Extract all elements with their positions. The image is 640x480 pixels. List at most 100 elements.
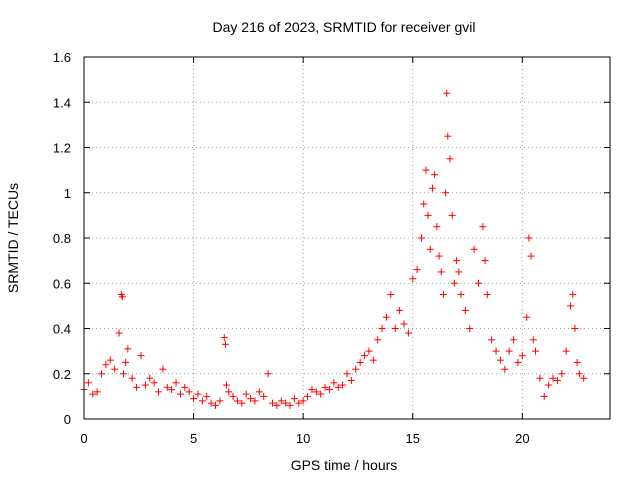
data-point bbox=[466, 325, 474, 332]
data-point bbox=[422, 166, 430, 174]
data-point bbox=[558, 370, 566, 378]
data-point bbox=[514, 358, 522, 366]
y-tick-label: 1 bbox=[64, 186, 71, 201]
y-axis-title: SRMTID / TECUs bbox=[5, 183, 21, 293]
data-point bbox=[573, 358, 581, 366]
data-point bbox=[420, 200, 428, 208]
data-point bbox=[207, 399, 215, 407]
data-point bbox=[212, 401, 219, 409]
data-point bbox=[409, 275, 417, 283]
data-point bbox=[404, 329, 412, 337]
data-point bbox=[176, 390, 184, 398]
data-point bbox=[185, 388, 193, 396]
data-point bbox=[529, 336, 537, 344]
data-point bbox=[141, 381, 149, 389]
data-point bbox=[448, 211, 456, 219]
data-point bbox=[446, 155, 454, 163]
data-point bbox=[155, 388, 163, 396]
data-point bbox=[457, 291, 465, 299]
x-tick-label: 5 bbox=[190, 431, 197, 446]
y-tick-label: 1.6 bbox=[53, 50, 71, 65]
data-point bbox=[233, 397, 241, 405]
data-point bbox=[391, 325, 399, 332]
data-point bbox=[93, 388, 101, 396]
y-tick-label: 1.4 bbox=[53, 95, 71, 110]
y-tick-label: 0.8 bbox=[53, 231, 71, 246]
data-point bbox=[562, 347, 570, 355]
data-point bbox=[251, 397, 259, 405]
data-point bbox=[260, 392, 268, 400]
data-point bbox=[428, 184, 436, 192]
data-point bbox=[268, 399, 276, 407]
data-point bbox=[575, 370, 583, 378]
data-point bbox=[475, 279, 482, 287]
data-point bbox=[273, 401, 281, 409]
data-point bbox=[431, 171, 439, 179]
data-point bbox=[571, 325, 579, 332]
data-point bbox=[433, 223, 441, 231]
data-point bbox=[229, 392, 237, 400]
grid bbox=[84, 57, 610, 419]
data-point bbox=[549, 374, 557, 382]
data-point bbox=[222, 381, 230, 389]
data-point bbox=[220, 334, 228, 342]
data-point bbox=[198, 397, 206, 405]
data-point bbox=[295, 399, 303, 407]
data-point bbox=[496, 356, 504, 364]
data-point bbox=[137, 352, 145, 360]
data-point bbox=[111, 365, 119, 373]
data-point bbox=[98, 370, 106, 378]
data-point bbox=[159, 365, 167, 373]
y-tick-label: 0.6 bbox=[53, 276, 71, 291]
data-point bbox=[242, 390, 250, 398]
data-point bbox=[569, 291, 577, 299]
data-point bbox=[365, 347, 373, 355]
data-point bbox=[150, 379, 158, 387]
data-point bbox=[525, 234, 533, 242]
data-point bbox=[527, 252, 535, 260]
data-point bbox=[382, 313, 390, 321]
data-point bbox=[146, 374, 154, 382]
data-point bbox=[347, 377, 355, 385]
data-point bbox=[361, 352, 369, 360]
data-point bbox=[424, 211, 432, 219]
data-point bbox=[492, 347, 500, 355]
data-point bbox=[128, 374, 136, 382]
data-point bbox=[334, 383, 342, 391]
data-point bbox=[479, 223, 487, 231]
data-point bbox=[321, 383, 329, 391]
data-point bbox=[264, 370, 272, 378]
data-point bbox=[387, 291, 395, 299]
x-tick-label: 0 bbox=[80, 431, 87, 446]
data-point bbox=[299, 397, 307, 405]
data-point bbox=[194, 390, 202, 398]
data-point bbox=[396, 306, 404, 314]
x-tick-label: 10 bbox=[296, 431, 310, 446]
data-point bbox=[413, 266, 421, 274]
y-tick-label: 0.2 bbox=[53, 367, 71, 382]
data-point bbox=[536, 374, 544, 382]
data-point bbox=[102, 361, 110, 369]
data-point bbox=[247, 395, 255, 403]
data-point bbox=[531, 347, 539, 355]
data-point bbox=[374, 336, 382, 344]
data-point bbox=[426, 245, 434, 253]
data-point bbox=[545, 381, 553, 389]
data-point bbox=[356, 358, 364, 366]
data-point bbox=[501, 365, 509, 373]
data-point bbox=[221, 340, 229, 348]
data-point bbox=[304, 392, 312, 400]
data-point bbox=[505, 347, 513, 355]
data-point bbox=[400, 320, 408, 328]
data-point bbox=[443, 89, 451, 97]
data-point bbox=[488, 336, 496, 344]
chart-title: Day 216 of 2023, SRMTID for receiver gvi… bbox=[213, 19, 476, 35]
data-point bbox=[518, 352, 526, 360]
data-point bbox=[190, 395, 198, 403]
data-point bbox=[84, 379, 92, 387]
data-point bbox=[343, 370, 351, 378]
data-point bbox=[437, 268, 445, 276]
y-tick-label: 0 bbox=[64, 412, 71, 427]
data-point bbox=[163, 383, 171, 391]
